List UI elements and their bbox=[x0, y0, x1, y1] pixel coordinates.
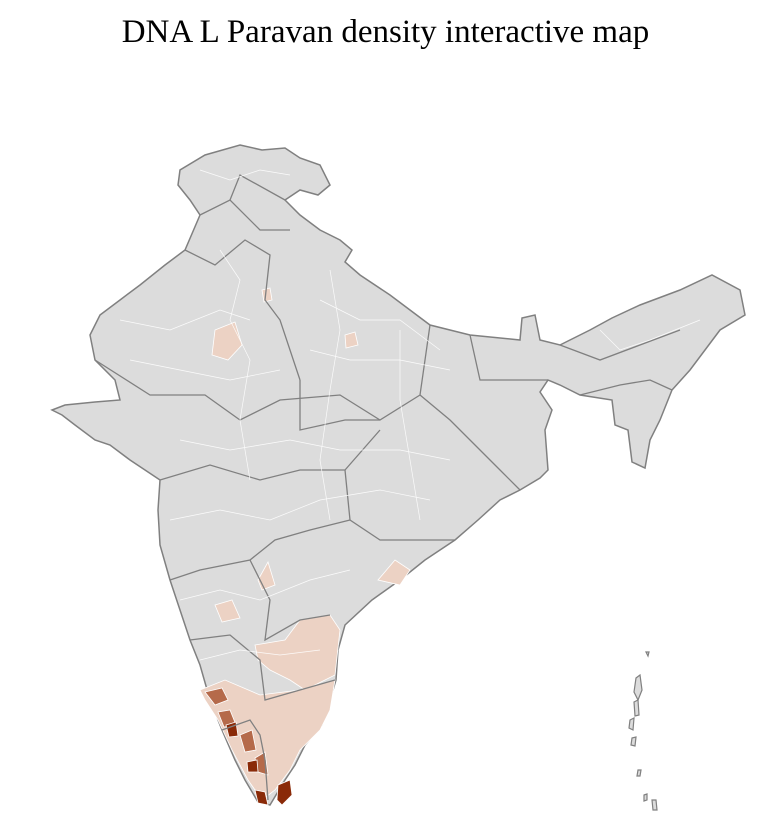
region-high-4[interactable] bbox=[254, 789, 269, 806]
region-low-telangana[interactable] bbox=[257, 560, 276, 591]
andaman-nicobar-islands[interactable] bbox=[628, 651, 658, 811]
region-high-2[interactable] bbox=[246, 759, 259, 773]
region-low-karnataka-north[interactable] bbox=[214, 599, 241, 623]
map-title: DNA L Paravan density interactive map bbox=[121, 14, 650, 50]
region-low-delhi[interactable] bbox=[261, 287, 273, 303]
region-medium-1[interactable] bbox=[204, 687, 229, 706]
region-medium-3[interactable] bbox=[239, 729, 257, 753]
india-landmass[interactable] bbox=[50, 144, 746, 806]
state-borders bbox=[94, 174, 681, 801]
region-low-southern[interactable] bbox=[199, 679, 336, 801]
district-borders bbox=[119, 169, 701, 661]
india-outline[interactable] bbox=[50, 144, 746, 806]
region-high-3[interactable] bbox=[276, 779, 293, 806]
region-low-up[interactable] bbox=[344, 331, 359, 349]
region-low-andhra-north[interactable] bbox=[377, 559, 411, 586]
